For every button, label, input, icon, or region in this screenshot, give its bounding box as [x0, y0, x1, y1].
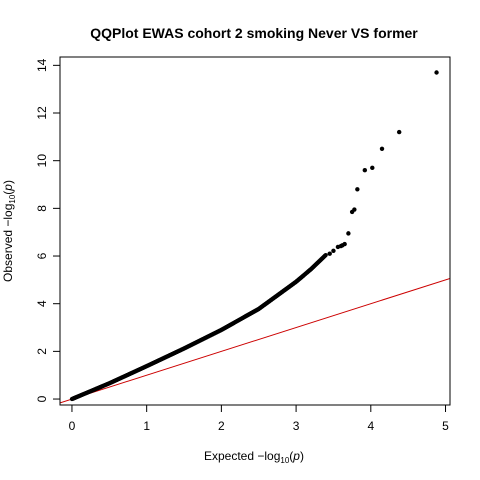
x-axis: 0 1 2 3 4 5	[69, 405, 449, 433]
x-axis-label: Expected −log10(p)	[204, 449, 304, 465]
y-tick-label: 12	[35, 106, 49, 120]
x-tick-label: 4	[367, 419, 374, 433]
y-tick-label: 10	[35, 154, 49, 168]
data-point	[434, 70, 439, 75]
chart-title: QQPlot EWAS cohort 2 smoking Never VS fo…	[90, 25, 418, 41]
y-tick-label: 14	[35, 58, 49, 72]
y-tick-label: 8	[35, 205, 49, 212]
plot-area	[60, 70, 450, 404]
y-tick-label: 2	[35, 348, 49, 355]
data-point	[327, 251, 332, 256]
x-tick-label: 1	[143, 419, 150, 433]
data-point	[352, 207, 357, 212]
x-tick-label: 3	[293, 419, 300, 433]
data-point	[346, 231, 351, 236]
reference-line	[60, 277, 450, 404]
y-axis-label: Observed −log10(p)	[1, 180, 17, 282]
data-point	[370, 165, 375, 171]
data-point	[362, 168, 368, 173]
data-point	[379, 146, 385, 151]
data-point	[342, 241, 347, 247]
data-point	[323, 253, 328, 258]
data-point	[355, 187, 360, 192]
x-tick-label: 2	[218, 419, 225, 433]
y-axis: 0 2 4 6 8 10 12 14	[35, 58, 60, 402]
y-tick-label: 6	[35, 252, 49, 259]
y-tick-label: 0	[35, 395, 49, 402]
x-tick-label: 5	[442, 419, 449, 433]
y-tick-label: 4	[35, 300, 49, 307]
plot-frame	[59, 56, 451, 406]
data-point	[331, 248, 336, 253]
data-points	[69, 70, 439, 402]
x-tick-label: 0	[69, 419, 76, 433]
data-point	[396, 129, 402, 135]
